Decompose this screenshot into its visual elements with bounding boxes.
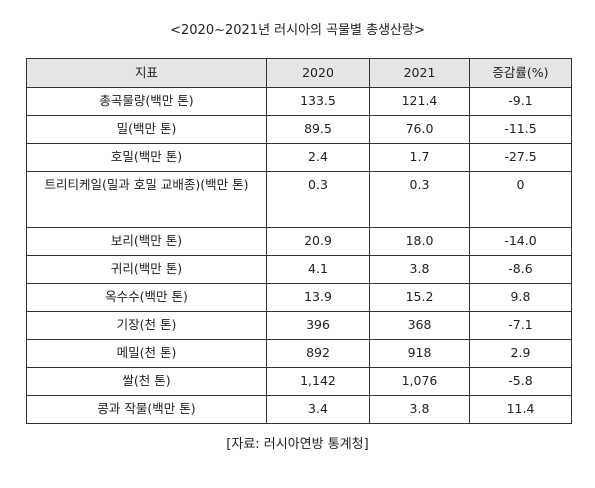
header-indicator: 지표 — [26, 58, 267, 88]
row-label: 호밀(백만 톤) — [26, 143, 267, 172]
table-row: 보리(백만 톤) 20.9 18.0 -14.0 — [26, 227, 572, 256]
table-row: 호밀(백만 톤) 2.4 1.7 -27.5 — [26, 143, 572, 172]
value-2020: 133.5 — [266, 87, 370, 116]
value-2021: 3.8 — [369, 395, 470, 424]
header-row: 지표 2020 2021 증감률(%) — [26, 58, 572, 88]
value-2021: 121.4 — [369, 87, 470, 116]
header-2020: 2020 — [266, 58, 370, 88]
header-change-rate: 증감률(%) — [469, 58, 572, 88]
row-label: 보리(백만 톤) — [26, 227, 267, 256]
value-2020: 3.4 — [266, 395, 370, 424]
table-row: 옥수수(백만 톤) 13.9 15.2 9.8 — [26, 283, 572, 312]
table-row: 기장(천 톤) 396 368 -7.1 — [26, 311, 572, 340]
value-2021: 15.2 — [369, 283, 470, 312]
value-2021: 3.8 — [369, 255, 470, 284]
change-rate: -14.0 — [469, 227, 572, 256]
row-label: 밀(백만 톤) — [26, 115, 267, 144]
change-rate: -7.1 — [469, 311, 572, 340]
row-label: 귀리(백만 톤) — [26, 255, 267, 284]
value-2021: 1,076 — [369, 367, 470, 396]
value-2020: 4.1 — [266, 255, 370, 284]
change-rate: 0 — [469, 171, 572, 228]
row-label: 트리티케일(밀과 호밀 교배종)(백만 톤) — [26, 171, 267, 228]
value-2021: 0.3 — [369, 171, 470, 228]
change-rate: -8.6 — [469, 255, 572, 284]
value-2020: 0.3 — [266, 171, 370, 228]
change-rate: 11.4 — [469, 395, 572, 424]
row-label: 메밀(천 톤) — [26, 339, 267, 368]
source-note: [자료: 러시아연방 통계청] — [226, 437, 369, 452]
value-2020: 892 — [266, 339, 370, 368]
table-title: <2020~2021년 러시아의 곡물별 총생산량> — [170, 23, 425, 38]
value-2021: 18.0 — [369, 227, 470, 256]
value-2020: 13.9 — [266, 283, 370, 312]
value-2020: 89.5 — [266, 115, 370, 144]
table-row: 트리티케일(밀과 호밀 교배종)(백만 톤) 0.3 0.3 0 — [26, 171, 572, 228]
row-label: 콩과 작물(백만 톤) — [26, 395, 267, 424]
change-rate: -5.8 — [469, 367, 572, 396]
table-row: 메밀(천 톤) 892 918 2.9 — [26, 339, 572, 368]
header-2021: 2021 — [369, 58, 470, 88]
value-2020: 2.4 — [266, 143, 370, 172]
table-row: 총곡물량(백만 톤) 133.5 121.4 -9.1 — [26, 87, 572, 116]
change-rate: 2.9 — [469, 339, 572, 368]
change-rate: -27.5 — [469, 143, 572, 172]
row-label: 기장(천 톤) — [26, 311, 267, 340]
change-rate: 9.8 — [469, 283, 572, 312]
grain-production-table: 지표 2020 2021 증감률(%) 총곡물량(백만 톤) 133.5 121… — [26, 58, 572, 424]
change-rate: -9.1 — [469, 87, 572, 116]
value-2021: 368 — [369, 311, 470, 340]
value-2021: 1.7 — [369, 143, 470, 172]
value-2021: 76.0 — [369, 115, 470, 144]
value-2021: 918 — [369, 339, 470, 368]
table-row: 귀리(백만 톤) 4.1 3.8 -8.6 — [26, 255, 572, 284]
change-rate: -11.5 — [469, 115, 572, 144]
table-row: 밀(백만 톤) 89.5 76.0 -11.5 — [26, 115, 572, 144]
row-label: 총곡물량(백만 톤) — [26, 87, 267, 116]
row-label: 옥수수(백만 톤) — [26, 283, 267, 312]
row-label: 쌀(천 톤) — [26, 367, 267, 396]
table-row: 쌀(천 톤) 1,142 1,076 -5.8 — [26, 367, 572, 396]
value-2020: 396 — [266, 311, 370, 340]
value-2020: 1,142 — [266, 367, 370, 396]
value-2020: 20.9 — [266, 227, 370, 256]
table-row: 콩과 작물(백만 톤) 3.4 3.8 11.4 — [26, 395, 572, 424]
